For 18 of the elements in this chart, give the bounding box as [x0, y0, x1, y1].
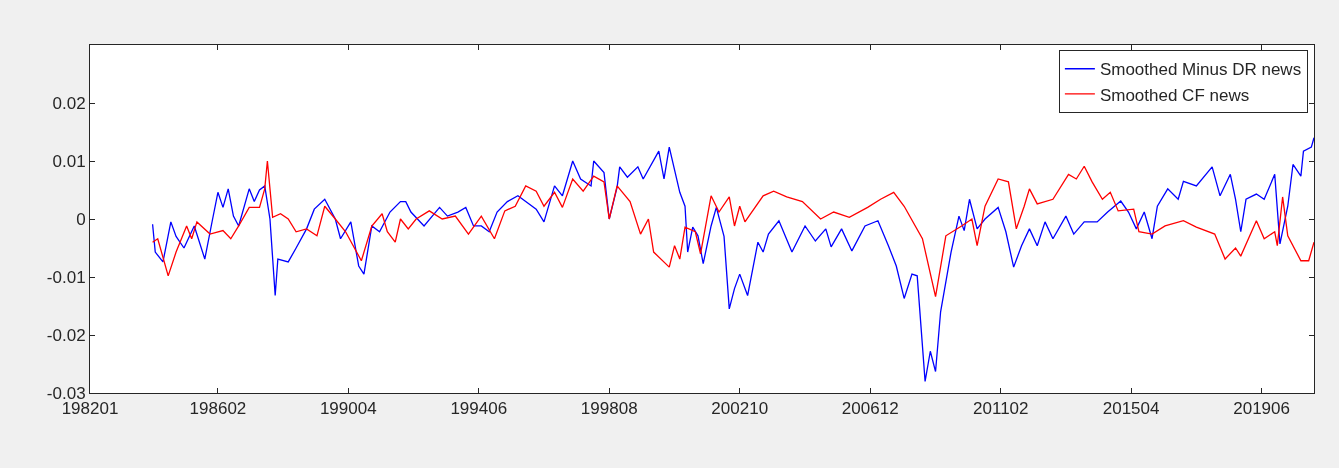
- y-tick-label: -0.02: [46, 325, 86, 345]
- line-series: [151, 137, 1314, 383]
- x-tick-label: 199808: [580, 399, 638, 419]
- x-tick-label: 199406: [450, 399, 508, 419]
- x-tick-label: 198602: [189, 399, 247, 419]
- y-tick-label: 0.01: [52, 151, 86, 171]
- y-tick-label: 0: [76, 209, 86, 229]
- line-series: [151, 160, 1314, 298]
- legend-label: Smoothed CF news: [1099, 85, 1250, 105]
- legend-label: Smoothed Minus DR news: [1099, 60, 1302, 80]
- x-tick-label: 201102: [973, 399, 1029, 419]
- y-tick-label: -0.01: [46, 267, 86, 287]
- x-tick-label: 200612: [841, 399, 899, 419]
- x-tick-label: 201906: [1233, 399, 1290, 419]
- x-tick-label: 201504: [1102, 399, 1160, 419]
- x-tick-label: 200210: [711, 399, 769, 419]
- x-tick-label: 199004: [319, 399, 377, 419]
- y-tick-label: 0.02: [52, 93, 86, 113]
